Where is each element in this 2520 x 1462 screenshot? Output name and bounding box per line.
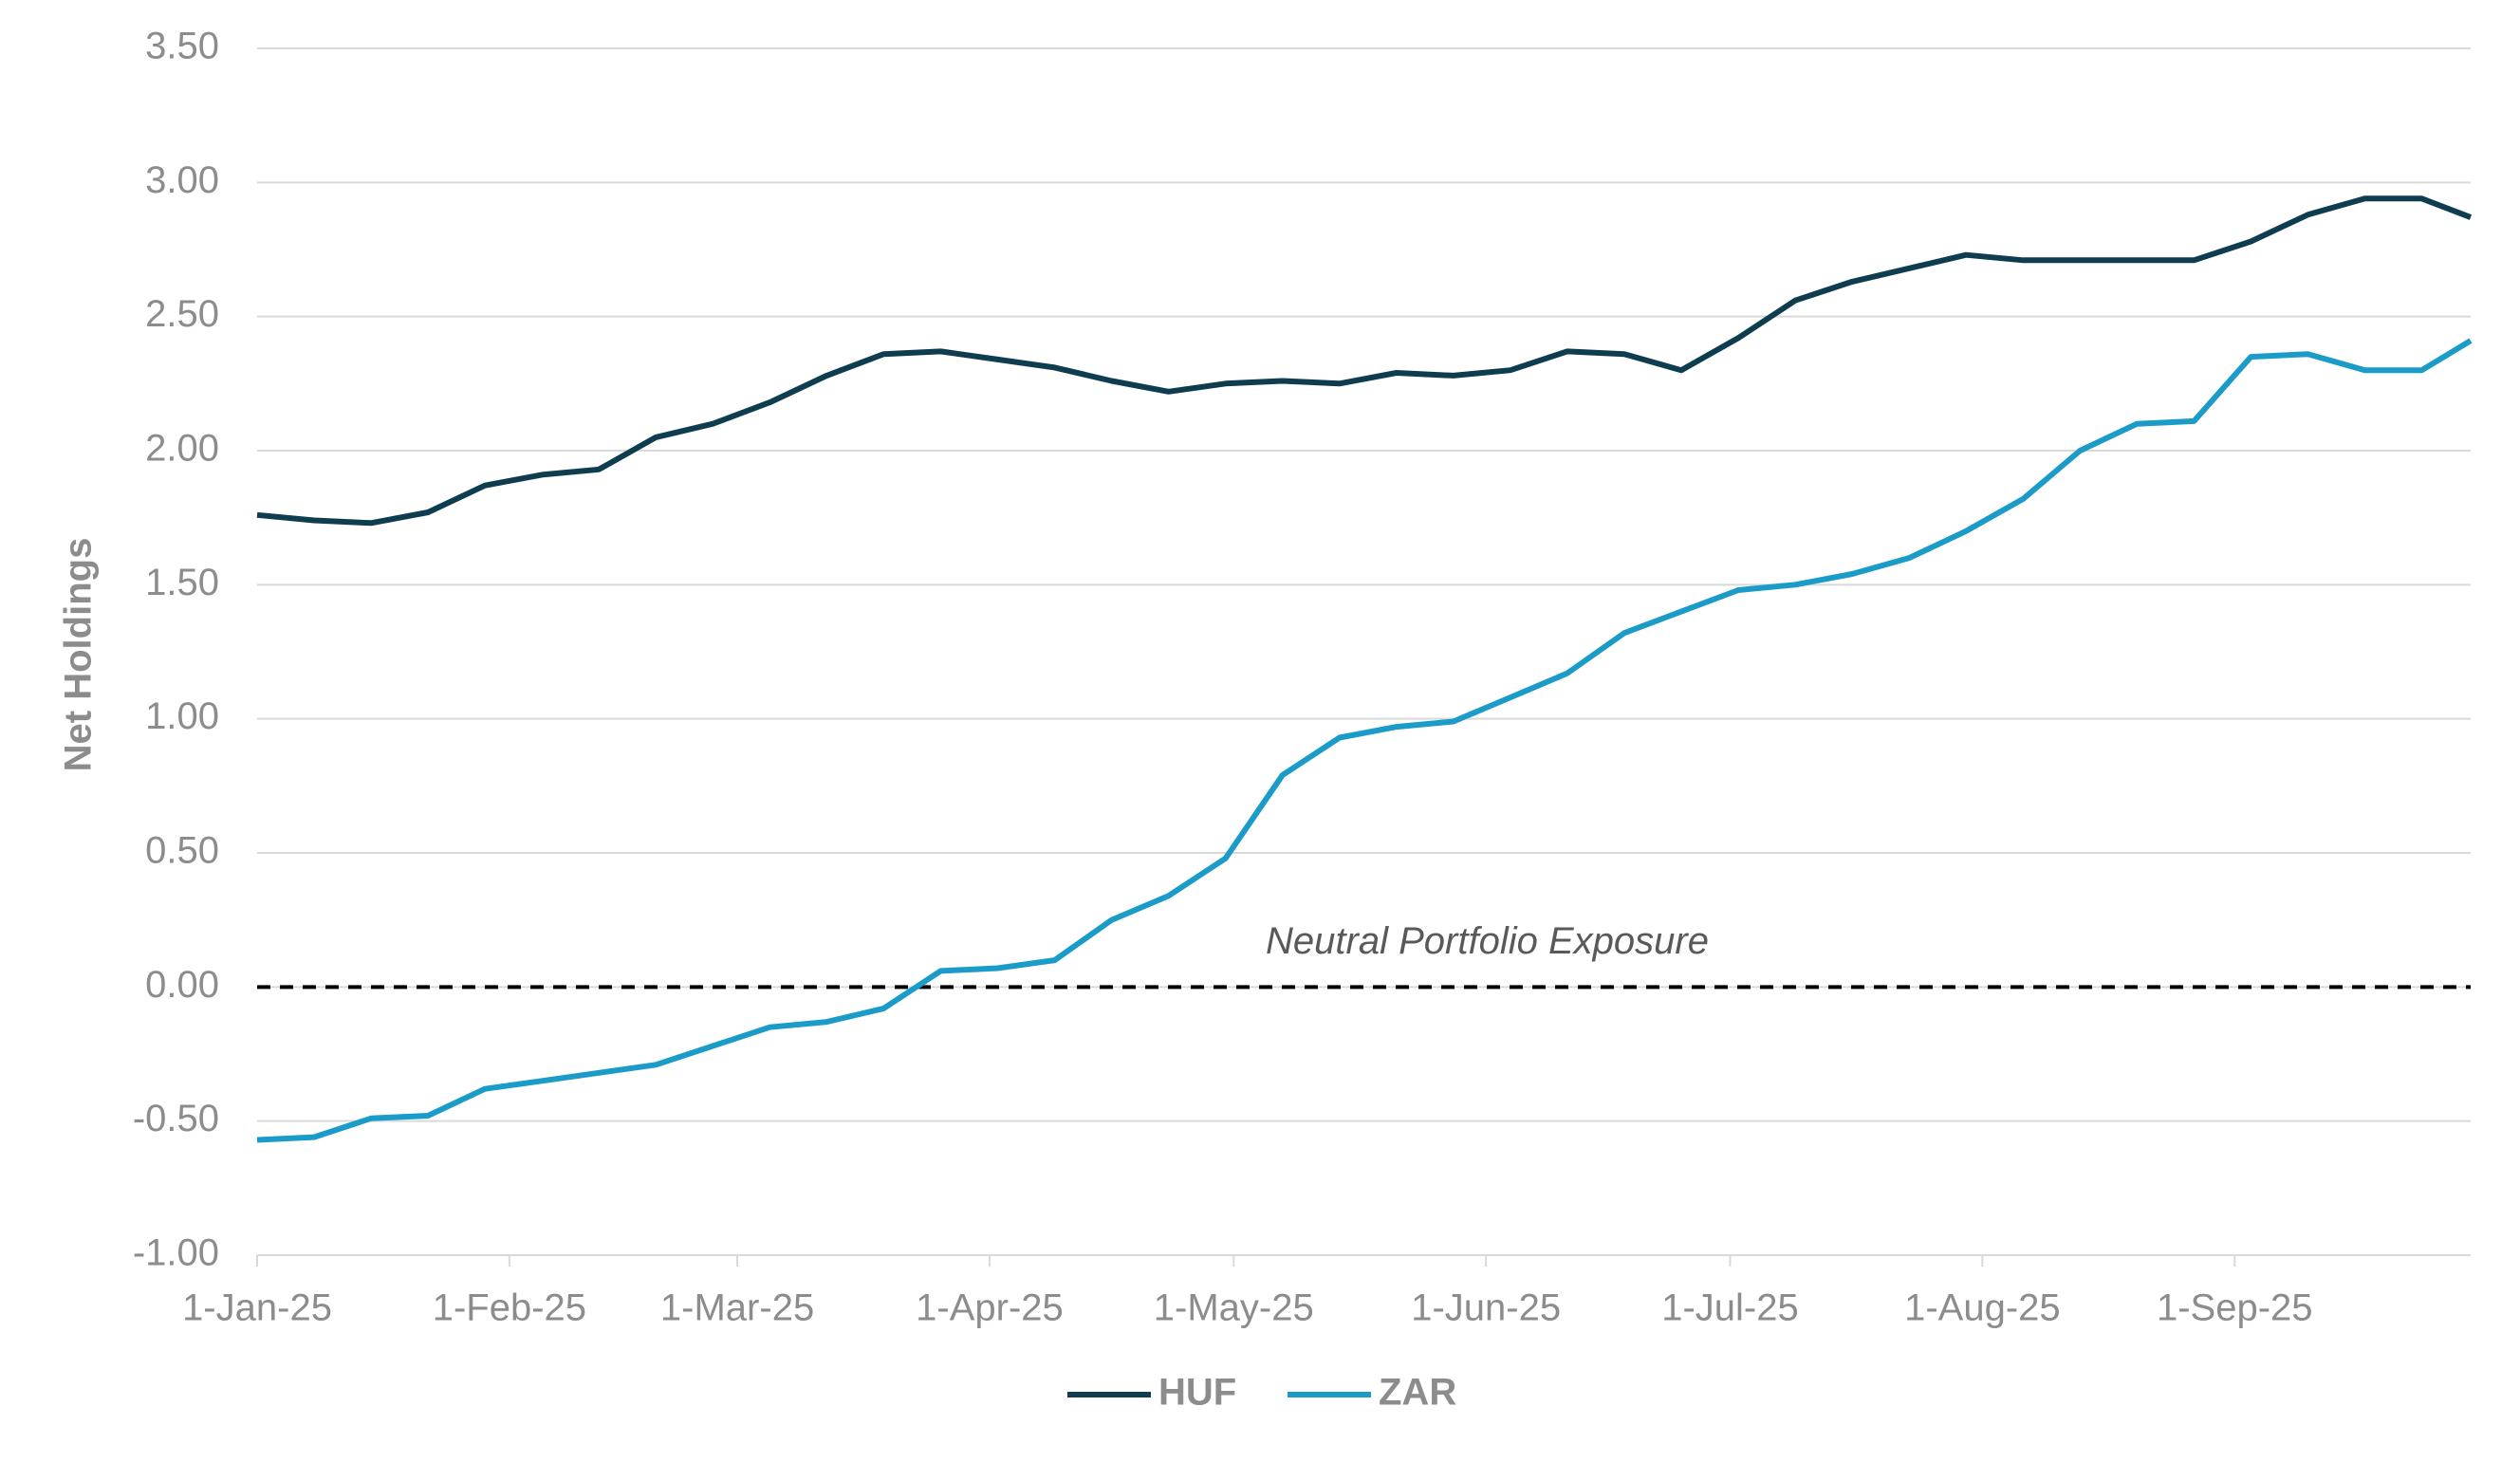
annotation: Neutral Portfolio Exposure [1266, 920, 1709, 962]
x-tick-label: 1-Sep-25 [2157, 1287, 2313, 1329]
x-tick-label: 1-Mar-25 [660, 1287, 814, 1329]
x-tick-label: 1-Jun-25 [1411, 1287, 1561, 1329]
series-line [256, 195, 2473, 527]
x-tick-label: 1-May-25 [1154, 1287, 1314, 1329]
y-tick-label: 1.00 [145, 695, 219, 737]
y-tick-label: 0.50 [145, 830, 219, 872]
legend-label: ZAR [1379, 1372, 1456, 1414]
y-tick-label: 2.00 [145, 428, 219, 470]
y-tick-label: -1.00 [133, 1232, 219, 1274]
x-tick-label: 1-Feb-25 [433, 1287, 586, 1329]
y-tick-label: -0.50 [133, 1098, 219, 1139]
y-axis-label: Net Holdings [58, 538, 100, 772]
x-tick-label: 1-Jul-25 [1661, 1287, 1799, 1329]
legend-label: HUF [1158, 1372, 1236, 1414]
y-tick-label: 3.00 [145, 159, 219, 201]
series-line [256, 338, 2473, 1143]
y-tick-label: 1.50 [145, 562, 219, 603]
y-tick-label: 3.50 [145, 26, 219, 67]
x-tick-label: 1-Apr-25 [916, 1287, 1064, 1329]
y-tick-label: 0.00 [145, 964, 219, 1006]
y-tick-label: 2.50 [145, 293, 219, 335]
x-tick-label: 1-Jan-25 [182, 1287, 332, 1329]
x-tick-label: 1-Aug-25 [1904, 1287, 2061, 1329]
